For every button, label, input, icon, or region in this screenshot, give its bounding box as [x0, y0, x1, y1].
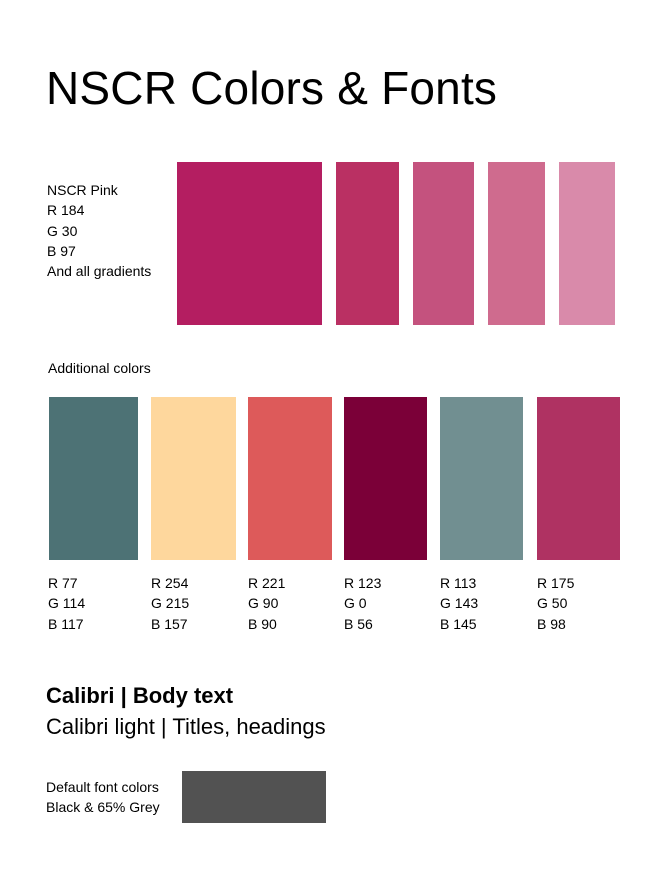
additional-colors-label: Additional colors: [48, 360, 151, 376]
pink-gradient-swatch-3: [488, 162, 545, 325]
default-font-colors-label: Default font colors Black & 65% Grey: [46, 777, 160, 818]
rgb-g: G 0: [344, 595, 367, 612]
additional-color-swatch-5: [440, 397, 523, 560]
pink-label-g: G 30: [47, 222, 78, 239]
heading-font-line: Calibri light | Titles, headings: [46, 714, 326, 739]
body-font-line: Calibri | Body text: [46, 683, 234, 708]
rgb-b: B 56: [344, 615, 373, 632]
pink-label-name: NSCR Pink: [47, 182, 118, 198]
grey-font-color-swatch: [182, 771, 326, 823]
rgb-r: R 221: [248, 575, 286, 591]
rgb-r: R 123: [344, 575, 382, 591]
pink-label-gradients: And all gradients: [47, 263, 152, 280]
additional-color-swatch-2: [151, 397, 236, 560]
rgb-g: G 90: [248, 595, 279, 612]
pink-gradient-swatch-4: [559, 162, 615, 325]
rgb-r: R 77: [48, 575, 78, 591]
additional-color-values-3: R 221 G 90 B 90: [248, 573, 285, 634]
rgb-g: G 215: [151, 595, 190, 612]
rgb-b: B 145: [440, 615, 477, 632]
pink-label-b: B 97: [47, 242, 76, 259]
additional-color-swatch-6: [537, 397, 620, 560]
rgb-r: R 113: [440, 575, 477, 591]
pink-label-r: R 184: [47, 202, 85, 219]
rgb-b: B 98: [537, 615, 566, 632]
rgb-g: G 143: [440, 595, 479, 612]
additional-color-values-4: R 123 G 0 B 56: [344, 573, 381, 634]
page-title: NSCR Colors & Fonts: [46, 62, 498, 114]
rgb-b: B 117: [48, 615, 84, 632]
additional-color-swatch-3: [248, 397, 332, 560]
rgb-r: R 254: [151, 575, 189, 591]
font-colors-line-2: Black & 65% Grey: [46, 799, 160, 816]
rgb-r: R 175: [537, 575, 575, 591]
additional-color-swatch-4: [344, 397, 427, 560]
rgb-b: B 90: [248, 615, 277, 632]
pink-gradient-swatch-2: [413, 162, 474, 325]
additional-color-values-6: R 175 G 50 B 98: [537, 573, 574, 634]
pink-gradient-swatch-1: [336, 162, 399, 325]
rgb-g: G 114: [48, 595, 86, 612]
rgb-b: B 157: [151, 615, 188, 632]
nscr-pink-swatch: [177, 162, 322, 325]
nscr-pink-label: NSCR Pink R 184 G 30 B 97 And all gradie…: [47, 180, 151, 281]
additional-color-swatch-1: [49, 397, 138, 560]
rgb-g: G 50: [537, 595, 568, 612]
additional-color-values-5: R 113 G 143 B 145: [440, 573, 478, 634]
additional-color-values-1: R 77 G 114 B 117: [48, 573, 85, 634]
additional-color-values-2: R 254 G 215 B 157: [151, 573, 189, 634]
font-colors-line-1: Default font colors: [46, 779, 159, 795]
